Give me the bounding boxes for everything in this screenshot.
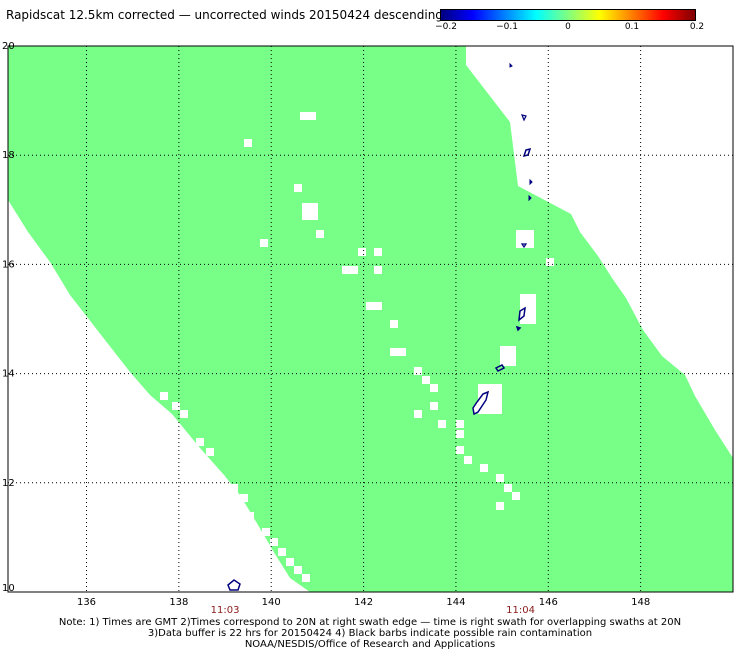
no-data-cell bbox=[464, 456, 472, 464]
tinian-island bbox=[515, 325, 522, 332]
no-data-cell bbox=[504, 484, 512, 492]
colorbar-tick-label: 0.2 bbox=[689, 22, 705, 32]
time-label: 11:04 bbox=[506, 605, 535, 616]
no-data-cell bbox=[244, 139, 252, 147]
no-data-cell bbox=[496, 502, 504, 510]
saipan-island bbox=[518, 306, 526, 322]
x-tick-label: 136 bbox=[77, 597, 96, 608]
lat-lon-grid bbox=[8, 45, 733, 593]
no-data-cell bbox=[342, 266, 358, 274]
y-tick-label: 16 bbox=[2, 259, 15, 270]
x-tick-label: 140 bbox=[262, 597, 281, 608]
no-data-cell bbox=[262, 528, 270, 536]
x-tick-label: 138 bbox=[169, 597, 188, 608]
no-data-cell bbox=[546, 258, 554, 266]
y-tick-label: 12 bbox=[2, 478, 15, 489]
island bbox=[227, 579, 241, 591]
no-data-cell bbox=[456, 430, 464, 438]
no-data-cell bbox=[246, 512, 254, 520]
y-tick-label: 20 bbox=[2, 41, 15, 52]
no-data-cell bbox=[294, 566, 302, 574]
y-tick-label: 10 bbox=[2, 583, 15, 594]
x-tick-label: 146 bbox=[539, 597, 558, 608]
no-data-cell bbox=[500, 346, 516, 366]
no-data-cell bbox=[414, 410, 422, 418]
no-data-cell bbox=[366, 302, 382, 310]
axis-labels: 136 138 140 142 144 146 148 10 12 14 16 18 20 11:03 11… bbox=[2, 41, 650, 616]
no-data-cell bbox=[180, 410, 188, 418]
no-data-cell bbox=[374, 248, 382, 256]
colorbar-tick-label: −0.2 bbox=[435, 22, 457, 32]
x-tick-label: 142 bbox=[354, 597, 373, 608]
no-data-cell bbox=[196, 438, 204, 446]
x-tick-label: 148 bbox=[631, 597, 650, 608]
footnotes: Note: 1) Times are GMT 2)Times correspon… bbox=[0, 617, 740, 650]
no-data-cell bbox=[374, 266, 382, 274]
no-data-cell bbox=[160, 392, 168, 400]
footnote-line-1: Note: 1) Times are GMT 2)Times correspon… bbox=[58, 617, 682, 628]
island bbox=[521, 114, 527, 122]
no-data-cell bbox=[300, 112, 316, 120]
no-data-cell bbox=[286, 558, 294, 566]
no-data-cell bbox=[390, 320, 398, 328]
footnote-line-3: NOAA/NESDIS/Office of Research and Appli… bbox=[244, 639, 496, 650]
no-data-cell bbox=[496, 474, 504, 482]
colorbar-tick-label: 0 bbox=[565, 22, 571, 32]
no-data-cell bbox=[456, 446, 464, 454]
colorbar bbox=[440, 9, 696, 21]
island bbox=[520, 243, 528, 249]
no-data-cell bbox=[278, 548, 286, 556]
island bbox=[529, 178, 533, 186]
no-data-cell bbox=[430, 384, 438, 392]
no-data-cell bbox=[358, 248, 366, 256]
no-data-cell bbox=[316, 230, 324, 238]
island bbox=[509, 62, 513, 68]
island bbox=[528, 194, 532, 202]
no-data-cell bbox=[294, 184, 302, 192]
no-data-cell bbox=[430, 402, 438, 410]
no-data-cell bbox=[512, 492, 520, 500]
no-data-cell bbox=[302, 574, 310, 582]
chart-title: Rapidscat 12.5km corrected — uncorrected… bbox=[6, 8, 443, 22]
no-data-cell bbox=[438, 420, 446, 428]
no-data-cell bbox=[390, 348, 406, 356]
no-data-cell bbox=[422, 376, 430, 384]
no-data-cell bbox=[456, 420, 464, 428]
no-data-cell bbox=[480, 464, 488, 472]
no-data-cell bbox=[516, 230, 534, 248]
no-data-cell bbox=[414, 367, 422, 375]
guam-island bbox=[472, 390, 490, 416]
no-data-cell bbox=[240, 494, 248, 502]
no-data-cell bbox=[302, 203, 318, 220]
swath-area bbox=[8, 46, 733, 592]
footnote-line-2: 3)Data buffer is 22 hrs for 20150424 4) … bbox=[147, 628, 593, 639]
no-data-cell bbox=[172, 402, 180, 410]
no-data-cell bbox=[230, 484, 238, 492]
map-frame bbox=[7, 45, 734, 593]
no-data-cell bbox=[270, 538, 278, 546]
colorbar-tick-label: −0.1 bbox=[496, 22, 518, 32]
y-tick-label: 18 bbox=[2, 150, 15, 161]
time-label: 11:03 bbox=[211, 605, 240, 616]
no-data-cell bbox=[206, 448, 214, 456]
y-tick-label: 14 bbox=[2, 369, 15, 380]
x-tick-label: 144 bbox=[446, 597, 465, 608]
colorbar-tick-label: 0.1 bbox=[624, 22, 640, 32]
coastlines bbox=[227, 62, 533, 591]
no-data-cell bbox=[260, 239, 268, 247]
rota-island bbox=[494, 364, 506, 372]
